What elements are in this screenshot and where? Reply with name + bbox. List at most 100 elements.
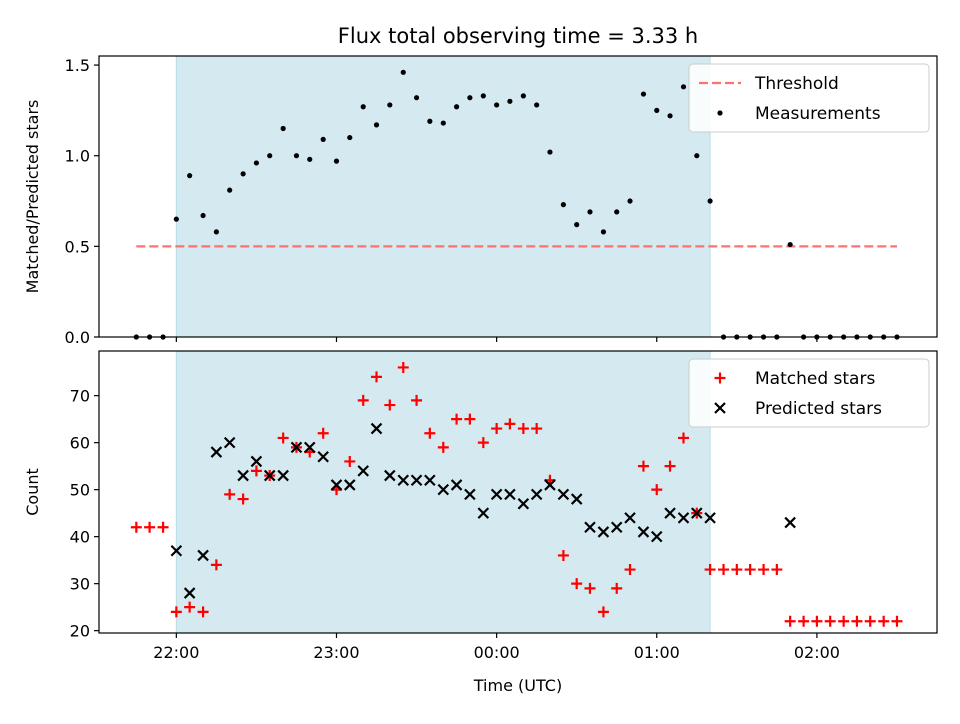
bottom-series-0-point xyxy=(611,582,623,594)
bottom-series-1-point xyxy=(343,479,356,491)
bottom-series-1-point xyxy=(477,507,490,519)
bottom-y-axis-label: Count xyxy=(23,468,42,516)
top-series-0-point xyxy=(574,222,580,228)
bottom-series-0-point xyxy=(397,361,409,373)
top-series-0-point xyxy=(480,93,486,99)
bottom-series-1-point xyxy=(504,488,516,501)
top-series-0-point xyxy=(360,104,366,110)
bottom-panel: 20 30 40 50 60 70 Count 22:00 23:00 00:00 01:00 02:… xyxy=(23,350,938,662)
bottom-series-0-point xyxy=(637,460,649,472)
top-series-0-point xyxy=(413,95,420,101)
bottom-series-0-point xyxy=(130,521,142,533)
bottom-observing-interval-shade xyxy=(176,351,711,633)
top-series-0-point xyxy=(667,113,673,119)
bottom-series-0-point xyxy=(464,413,476,425)
bottom-series-0-point xyxy=(557,549,569,561)
bottom-series-1-point xyxy=(303,441,316,454)
bottom-series-0-point xyxy=(597,606,609,618)
bottom-series-0-point xyxy=(277,432,289,444)
bottom-series-1-point xyxy=(464,488,476,501)
bottom-series-1-point xyxy=(223,436,236,449)
bottom-series-0-point xyxy=(571,578,583,590)
bottom-series-0-point xyxy=(744,564,756,576)
bottom-series-0-point xyxy=(731,564,743,576)
bottom-series-1-point xyxy=(263,469,276,482)
top-series-0-point xyxy=(280,125,286,132)
top-series-0-point xyxy=(600,229,607,235)
bottom-legend-box xyxy=(688,358,930,428)
bottom-series-1-point xyxy=(584,521,596,534)
bottom-series-0-point xyxy=(210,559,222,571)
bottom-series-0-point xyxy=(224,488,236,500)
x-tick-label: 23:00 xyxy=(313,643,359,662)
bottom-axes-frame xyxy=(98,350,938,634)
bottom-series-0-point xyxy=(411,394,423,406)
bottom-series-1-point xyxy=(557,488,570,501)
bottom-series-1-point xyxy=(437,483,450,496)
top-series-0-point xyxy=(320,136,326,142)
x-tick-label: 01:00 xyxy=(634,643,680,662)
bottom-series-0-point xyxy=(357,394,369,406)
bottom-series-1-point xyxy=(490,488,503,501)
bottom-series-1-point xyxy=(637,526,650,538)
bottom-legend-label-1: Predicted stars xyxy=(755,399,882,419)
bottom-series-0-point xyxy=(678,432,690,444)
bottom-series-0-point xyxy=(491,423,503,435)
top-observing-interval-shade xyxy=(176,56,711,337)
top-panel: 0.0 0.5 1.0 1.5 Matched/Predicted stars Thres… xyxy=(23,55,938,347)
top-series-0-point xyxy=(387,102,393,108)
bottom-series-0-point xyxy=(157,521,169,533)
bottom-series-0-point xyxy=(811,615,823,627)
bottom-series-0-point xyxy=(424,427,436,439)
top-series-0-point xyxy=(707,198,713,204)
bottom-series-0-point xyxy=(771,564,783,576)
bottom-series-0-point xyxy=(384,399,396,411)
bottom-y-tick-label: 50 xyxy=(70,481,90,500)
bottom-series-0-point xyxy=(891,615,903,627)
bottom-series-0-point xyxy=(624,564,636,576)
bottom-series-1-point xyxy=(544,479,556,491)
top-legend-box xyxy=(688,63,930,133)
top-y-tick-label: 0.5 xyxy=(65,237,90,256)
bottom-series-1-point xyxy=(384,469,396,482)
top-series-0-point xyxy=(400,69,406,75)
bottom-series-0-point xyxy=(718,564,730,576)
bottom-series-0-point xyxy=(437,441,449,453)
bottom-y-tick-label: 40 xyxy=(70,528,90,547)
bottom-series-1-point xyxy=(277,469,289,482)
top-series-0-point xyxy=(694,153,700,159)
top-series-0-point xyxy=(507,98,513,104)
top-y-tick-label: 1.0 xyxy=(65,147,90,166)
top-series-0-point xyxy=(213,229,219,235)
bottom-series-1-point xyxy=(530,488,543,501)
top-series-0-point xyxy=(427,118,433,124)
bottom-series-0-point xyxy=(237,493,249,505)
x-tick-label: 02:00 xyxy=(794,643,840,662)
bottom-series-1-point xyxy=(704,512,716,524)
bottom-legend-swatch-0 xyxy=(714,372,726,384)
bottom-legend-label-0: Matched stars xyxy=(755,369,875,389)
bottom-series-1-point xyxy=(624,512,636,524)
chart-title: Flux total observing time = 3.33 h xyxy=(338,24,698,48)
bottom-series-1-point xyxy=(650,530,663,543)
bottom-series-1-point xyxy=(290,441,303,454)
bottom-series-0-point xyxy=(878,615,890,627)
top-series-0-point xyxy=(614,209,620,215)
top-series-0-point xyxy=(534,102,540,108)
bottom-series-0-point xyxy=(451,413,463,425)
top-series-0-point xyxy=(240,171,246,177)
bottom-series-0-point xyxy=(250,465,262,477)
bottom-y-tick-label: 30 xyxy=(70,575,90,594)
bottom-series-1-point xyxy=(517,497,530,510)
bottom-legend-swatch-1 xyxy=(714,402,726,414)
bottom-series-1-point xyxy=(570,493,583,505)
bottom-series-0-point xyxy=(371,371,383,383)
top-series-0-point xyxy=(253,160,260,166)
top-series-0-point xyxy=(654,107,660,113)
bottom-series-0-point xyxy=(704,564,716,576)
top-series-0-point xyxy=(440,120,446,126)
bottom-series-1-point xyxy=(410,474,423,487)
bottom-series-1-point xyxy=(317,450,329,463)
